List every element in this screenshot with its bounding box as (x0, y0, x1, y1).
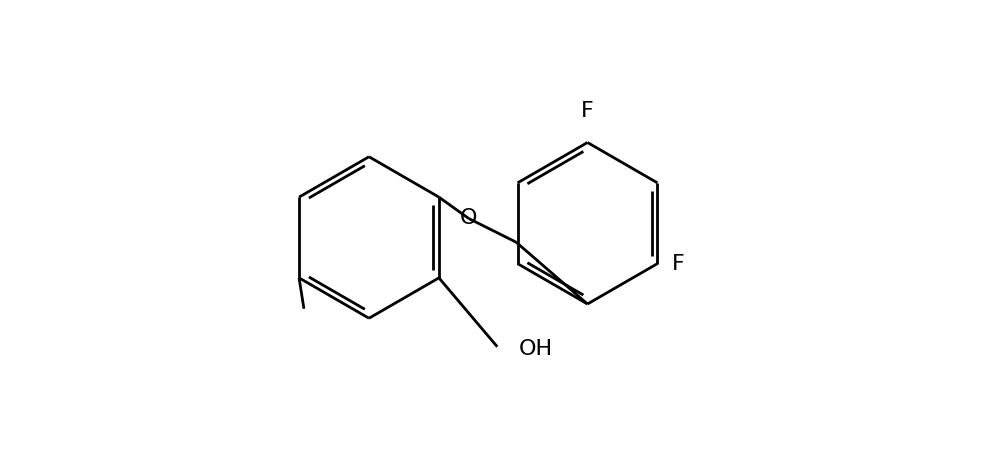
Text: F: F (581, 101, 594, 121)
Text: O: O (459, 209, 477, 228)
Text: OH: OH (519, 339, 553, 359)
Text: F: F (671, 254, 684, 274)
